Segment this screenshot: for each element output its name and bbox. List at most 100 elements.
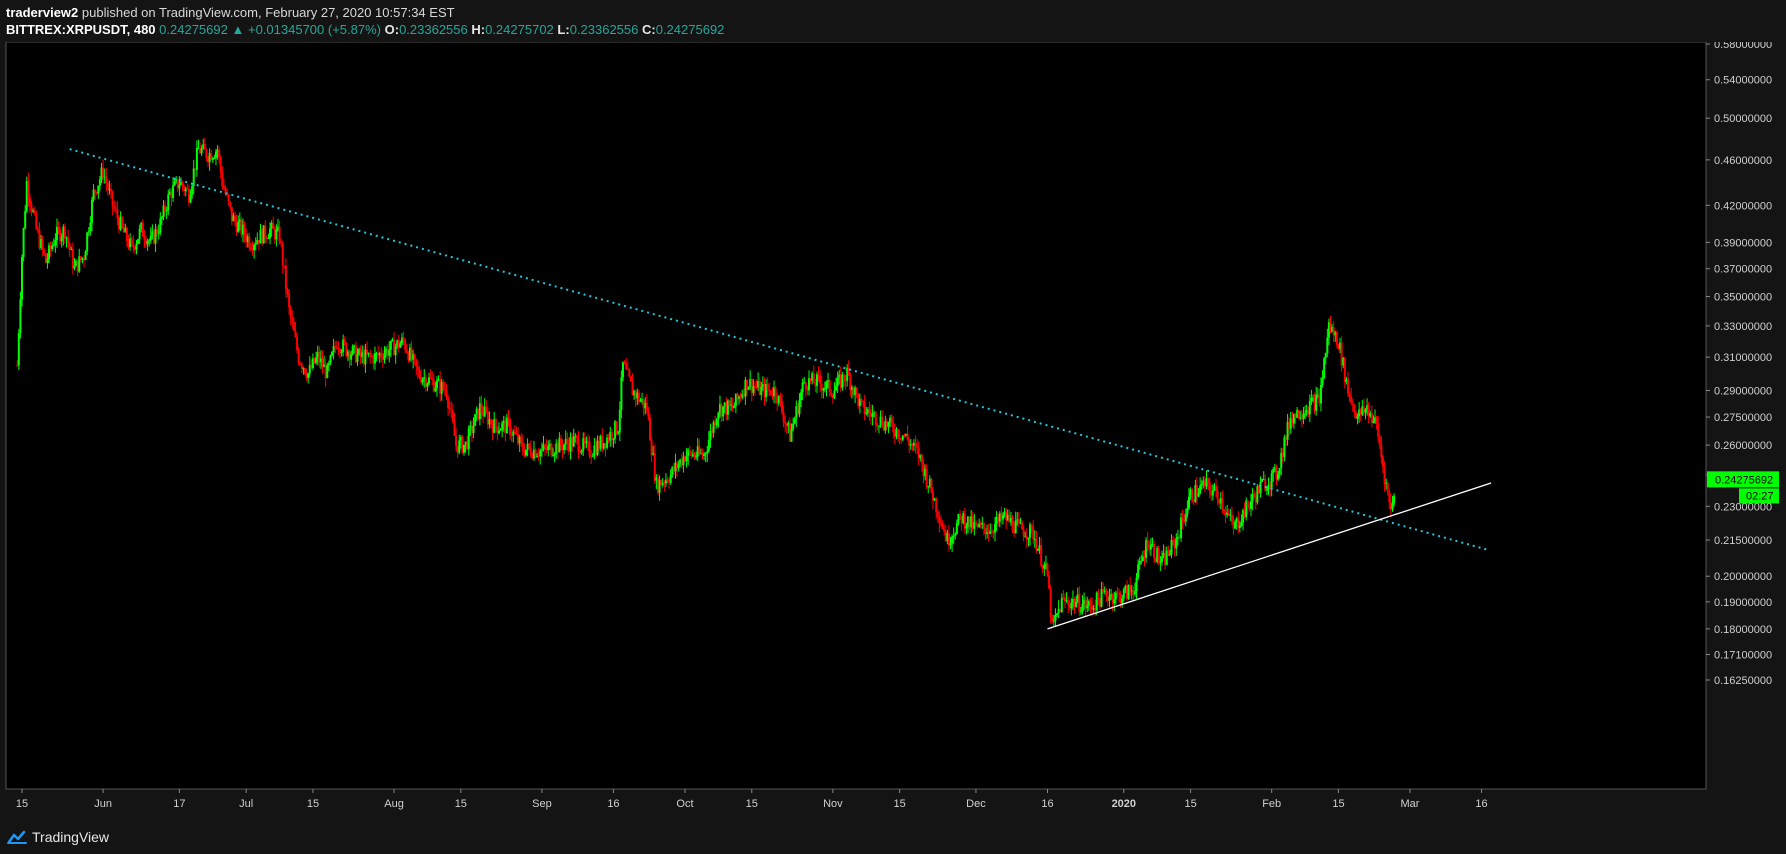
candle-body <box>92 189 95 200</box>
candle-body <box>378 353 381 356</box>
candle <box>1256 484 1259 505</box>
candle-body <box>938 516 941 524</box>
candle <box>755 379 758 389</box>
candle <box>1216 486 1219 506</box>
candle-body <box>858 399 861 406</box>
candle-body <box>397 340 400 348</box>
candle <box>1273 463 1276 473</box>
candle-body <box>124 228 127 233</box>
candle <box>342 334 345 357</box>
candle <box>55 218 58 248</box>
candlestick-chart[interactable]: 0.580000000.540000000.500000000.46000000… <box>0 39 1786 825</box>
candle-body <box>456 445 459 453</box>
candle-body <box>493 419 496 433</box>
trendline-ascending[interactable] <box>1047 482 1492 630</box>
candle-body <box>480 403 483 413</box>
candle-body <box>105 176 108 184</box>
candle <box>1259 476 1262 498</box>
candle-body <box>494 419 497 427</box>
candle <box>901 435 904 442</box>
candle-body <box>95 192 98 194</box>
candle <box>850 384 853 399</box>
candle <box>1025 528 1028 549</box>
candle <box>114 201 117 214</box>
candle-body <box>1213 485 1216 491</box>
candle <box>582 432 585 457</box>
candle <box>143 230 146 249</box>
candle-body <box>1308 400 1311 415</box>
candle <box>405 343 408 355</box>
candle-body <box>143 236 146 241</box>
candle <box>52 238 55 247</box>
candle-body <box>741 393 744 398</box>
candle-body <box>656 477 659 493</box>
candle-body <box>63 226 66 239</box>
candle-body <box>1097 592 1100 600</box>
candle <box>1111 593 1114 612</box>
candle-body <box>612 438 615 440</box>
candle <box>1052 614 1055 626</box>
candle-body <box>1343 357 1346 383</box>
candle <box>461 435 464 455</box>
candle-body <box>1372 420 1375 423</box>
candle <box>1262 471 1265 480</box>
candle-body <box>79 256 82 260</box>
candle <box>1296 407 1299 419</box>
candle-body <box>990 530 993 533</box>
candle-body <box>1156 548 1159 562</box>
candle <box>634 389 637 407</box>
candle-body <box>1269 484 1272 488</box>
candle <box>1351 398 1354 412</box>
candle <box>1207 477 1210 491</box>
candle-body <box>381 357 384 360</box>
candle <box>601 428 604 453</box>
candle <box>838 369 841 385</box>
candle <box>281 240 284 274</box>
candle-body <box>924 468 927 477</box>
candle-body <box>73 265 76 269</box>
candle <box>372 353 375 370</box>
candle-body <box>1265 489 1268 491</box>
symbol-label[interactable]: BITTREX:XRPUSDT, 480 <box>6 22 156 37</box>
time-axis[interactable]: 15 Jun 17 Jul 15 Aug 15 Sep 16 Oct 15 Nov 15 Dec 16 202… <box>16 789 1488 810</box>
price-axis[interactable]: 0.580000000.540000000.500000000.46000000… <box>1706 39 1772 687</box>
candle <box>1200 480 1203 490</box>
candle-body <box>1022 529 1025 537</box>
candle <box>246 233 249 248</box>
candle-body <box>517 434 520 444</box>
candle <box>623 360 626 365</box>
candle <box>308 356 311 377</box>
candle <box>979 520 982 529</box>
candle-body <box>448 408 451 410</box>
candle-body <box>711 430 714 433</box>
chart-area[interactable]: 0.58000000 0.54000000 0.50000000 0.46000000… <box>0 39 1786 825</box>
candle <box>1254 492 1257 510</box>
candle-body <box>800 392 803 401</box>
candle-body <box>1051 617 1054 621</box>
candle <box>1141 550 1144 562</box>
candle <box>758 377 761 396</box>
candle <box>857 393 860 409</box>
candle-body <box>633 391 636 396</box>
candle <box>1248 502 1251 512</box>
author-name[interactable]: traderview2 <box>6 5 79 20</box>
candle-body <box>1313 397 1316 411</box>
tradingview-logo[interactable]: TradingView <box>6 829 109 845</box>
candle <box>348 349 351 369</box>
candle <box>1157 545 1160 566</box>
candle <box>273 226 276 244</box>
candle <box>889 415 892 427</box>
candle <box>278 220 281 245</box>
candle <box>100 162 103 184</box>
candle <box>863 394 866 421</box>
candle <box>57 221 60 235</box>
candle-body <box>1078 594 1081 612</box>
candle <box>1195 476 1198 505</box>
candle <box>871 404 874 426</box>
candle <box>521 434 524 456</box>
low-value: 0.23362556 <box>569 22 639 37</box>
candle-body <box>1125 585 1128 599</box>
candle <box>1017 511 1020 528</box>
candle-body <box>558 438 561 453</box>
candle-body <box>234 215 237 222</box>
